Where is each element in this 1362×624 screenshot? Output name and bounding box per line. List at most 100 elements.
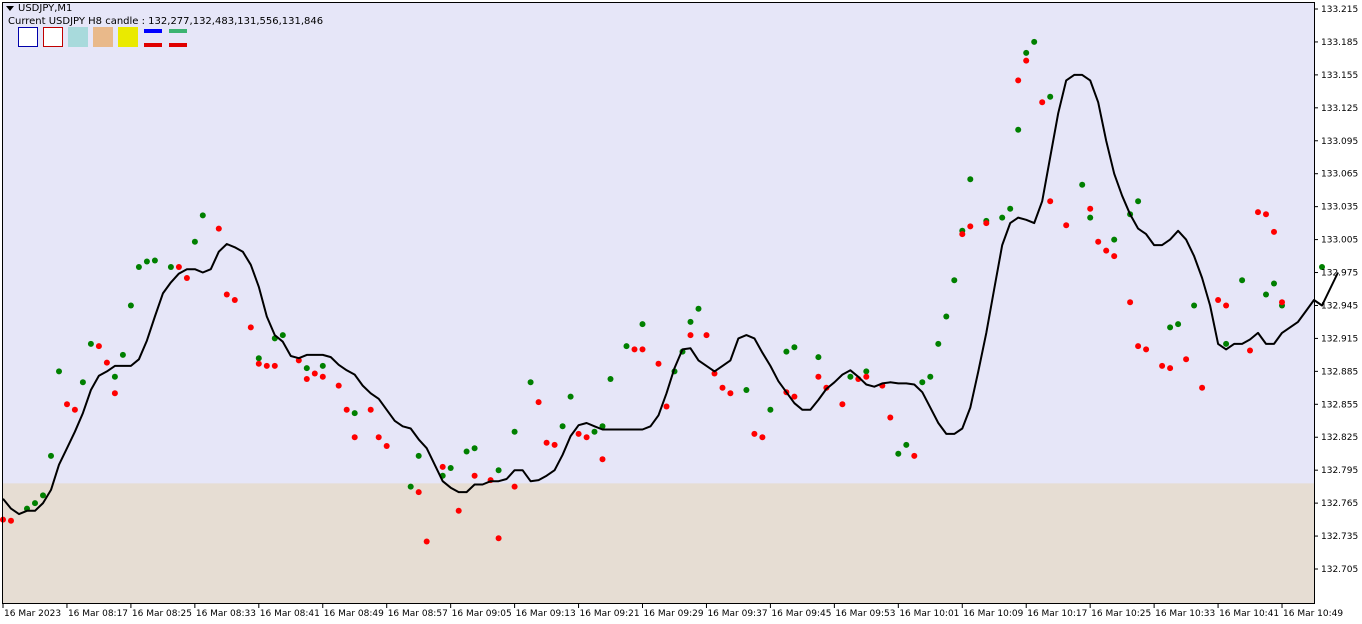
dot-down — [1263, 211, 1269, 218]
dot-up — [767, 406, 774, 413]
dot-down — [367, 406, 374, 413]
dot-up — [999, 214, 1006, 221]
dot-down — [1103, 247, 1110, 254]
y-tick-label: 132.735 — [1321, 532, 1358, 542]
dot-up — [815, 354, 822, 361]
y-tick-label: 132.945 — [1321, 301, 1358, 311]
dot-down — [335, 382, 342, 389]
dot-down — [839, 401, 846, 408]
dot-up — [407, 483, 414, 490]
dot-up — [127, 302, 134, 309]
dot-up — [967, 176, 974, 183]
y-tick-label: 132.765 — [1321, 499, 1358, 509]
x-tick-label: 16 Mar 08:41 — [260, 609, 320, 619]
dot-up — [32, 500, 38, 507]
dot-down — [655, 360, 662, 367]
dot-up — [1111, 236, 1118, 243]
y-tick-label: 132.855 — [1321, 400, 1358, 410]
y-axis: 133.215 133.185 133.155 133.125 133.095 133.0… — [1314, 5, 1358, 575]
candle-info-text: Current USDJPY H8 candle : 132,277,132,4… — [8, 16, 324, 27]
dot-down — [223, 291, 230, 298]
dot-down — [1199, 384, 1206, 391]
dash-blue[interactable] — [144, 29, 162, 33]
dot-up — [167, 264, 174, 270]
dash-red-2[interactable] — [169, 43, 187, 47]
swatch-teal[interactable] — [68, 27, 88, 47]
swatch-white-blue[interactable] — [18, 27, 38, 47]
dot-up — [935, 340, 942, 347]
dot-up — [903, 441, 910, 448]
dot-down — [95, 343, 102, 350]
dot-down — [543, 439, 550, 446]
dash-red-1[interactable] — [144, 43, 162, 47]
dot-up — [639, 321, 646, 328]
x-tick-label: 16 Mar 10:25 — [1091, 609, 1151, 619]
swatch-yellow[interactable] — [118, 27, 138, 47]
dot-down — [1087, 205, 1094, 212]
dot-up — [1087, 214, 1094, 221]
dash-green[interactable] — [169, 29, 187, 33]
y-tick-label: 133.155 — [1321, 71, 1358, 81]
dot-up — [623, 343, 630, 350]
dot-down — [983, 220, 990, 227]
dot-down — [535, 399, 542, 406]
dot-down — [319, 373, 326, 380]
dot-down — [1039, 99, 1046, 106]
dot-down — [263, 362, 270, 369]
dot-down — [311, 370, 318, 377]
dot-up — [607, 376, 614, 382]
dot-up — [56, 368, 62, 375]
dot-up — [1023, 49, 1030, 56]
dot-up — [599, 423, 606, 430]
swatch-white-red[interactable] — [43, 27, 63, 47]
dot-down — [8, 517, 14, 524]
dot-down — [751, 430, 758, 437]
dot-down — [663, 403, 670, 410]
y-tick-label: 132.885 — [1321, 367, 1358, 377]
x-tick-label: 16 Mar 10:41 — [1219, 609, 1279, 619]
dot-down — [1183, 356, 1190, 363]
dot-up — [79, 379, 86, 386]
dot-up — [559, 423, 566, 430]
dot-up — [415, 452, 422, 459]
x-tick-label: 16 Mar 10:01 — [899, 609, 959, 619]
x-tick-label: 16 Mar 08:25 — [132, 609, 192, 619]
swatch-tan[interactable] — [93, 27, 113, 47]
dot-down — [231, 297, 238, 303]
dot-up — [791, 344, 798, 351]
dot-down — [759, 434, 766, 441]
dot-up — [143, 258, 150, 265]
dot-down — [959, 231, 966, 238]
dot-down — [423, 538, 430, 545]
dot-down — [64, 401, 70, 408]
dot-down — [1159, 362, 1166, 369]
collapse-triangle-icon[interactable] — [6, 5, 14, 11]
y-tick-label: 133.095 — [1321, 137, 1358, 147]
x-tick-label: 16 Mar 09:37 — [707, 609, 767, 619]
dot-down — [455, 507, 462, 514]
dot-down — [551, 441, 558, 448]
dot-down — [1023, 57, 1030, 64]
x-tick-label: 16 Mar 10:49 — [1283, 609, 1343, 619]
dot-up — [1319, 264, 1325, 270]
dot-up — [863, 368, 870, 375]
dot-up — [1047, 93, 1054, 100]
y-tick-label: 133.215 — [1321, 5, 1358, 15]
dot-down — [271, 362, 278, 369]
dot-up — [1175, 321, 1182, 328]
dot-down — [215, 225, 222, 232]
dot-down — [1271, 228, 1277, 235]
dot-down — [1135, 343, 1142, 350]
dot-down — [687, 332, 694, 339]
dot-down — [575, 430, 582, 437]
dot-up — [40, 492, 46, 499]
dot-down — [711, 370, 718, 377]
dot-down — [863, 373, 870, 380]
dot-down — [583, 434, 590, 441]
dot-up — [1079, 181, 1086, 188]
dot-up — [511, 428, 518, 435]
dot-up — [279, 332, 286, 339]
dot-down — [639, 346, 646, 353]
symbol-header[interactable]: USDJPY,M1 — [6, 3, 72, 15]
